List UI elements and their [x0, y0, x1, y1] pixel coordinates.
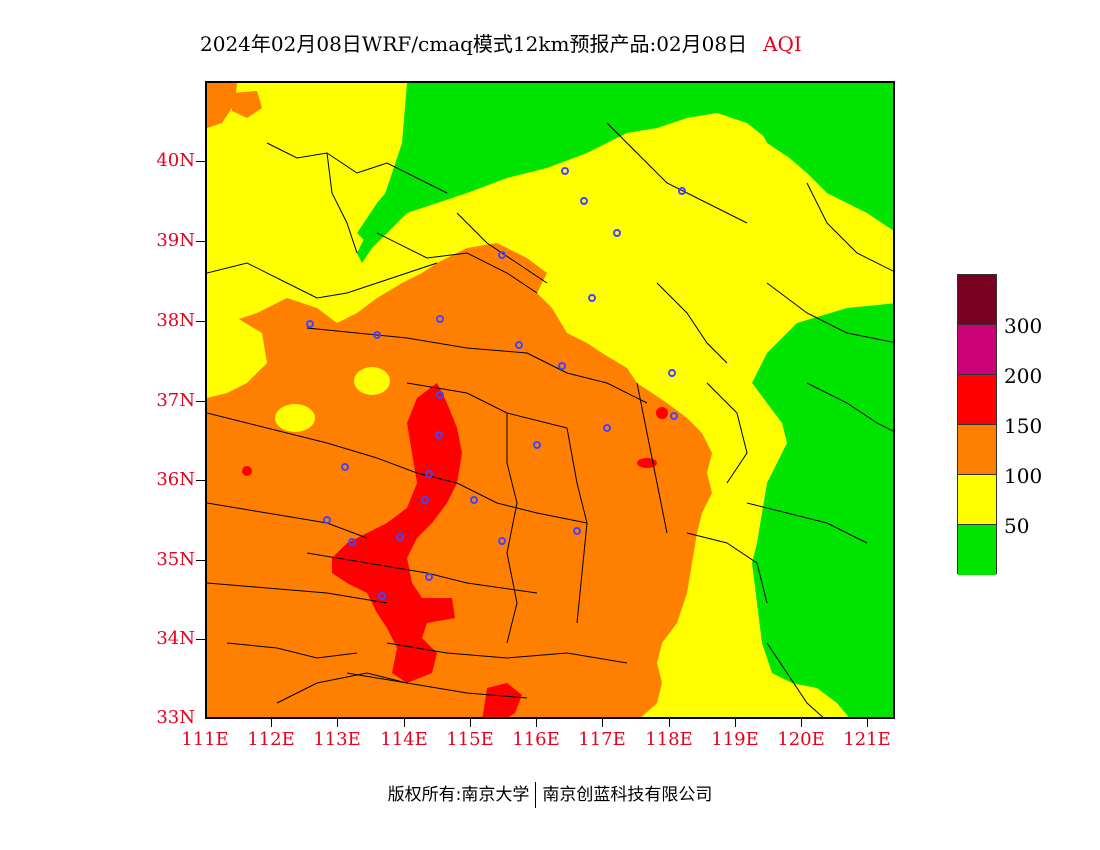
lon-tick	[867, 719, 868, 727]
lon-label-121: 121E	[843, 729, 891, 750]
title-text: 2024年02月08日WRF/cmaq模式12km预报产品:02月08日	[200, 32, 748, 56]
lat-label-40: 40N	[156, 150, 195, 171]
map-title: 2024年02月08日WRF/cmaq模式12km预报产品:02月08日 AQI	[200, 28, 802, 58]
lon-label-111: 111E	[181, 729, 229, 750]
aqi-zone-orange-main	[207, 243, 712, 717]
lat-tick	[196, 241, 205, 242]
legend-label-150: 150	[1004, 414, 1043, 438]
city-markers	[306, 167, 686, 600]
lon-tick	[735, 719, 736, 727]
aqi-zone-red-south	[482, 683, 522, 717]
aqi-map-canvas	[207, 83, 893, 717]
legend-label-100: 100	[1004, 464, 1043, 488]
legend-label-200: 200	[1004, 364, 1043, 388]
aqi-zone-red-spot	[242, 466, 252, 476]
lat-label-38: 38N	[156, 310, 195, 331]
lon-label-120: 120E	[777, 729, 825, 750]
lon-label-119: 119E	[711, 729, 759, 750]
lon-label-114: 114E	[380, 729, 428, 750]
lon-tick	[536, 719, 537, 727]
aqi-zone-green-east	[752, 303, 893, 717]
lon-label-118: 118E	[645, 729, 693, 750]
title-variable: AQI	[763, 32, 802, 56]
lat-tick	[196, 321, 205, 322]
lat-tick	[196, 480, 205, 481]
aqi-zone-orange-west	[207, 83, 237, 128]
legend-label-50: 50	[1004, 514, 1030, 538]
lat-tick	[196, 401, 205, 402]
aqi-zone-green-ne	[747, 83, 893, 231]
lon-label-113: 113E	[313, 729, 361, 750]
legend-swatch-moderate	[958, 475, 996, 525]
copyright-right: 南京创蓝科技有限公司	[542, 785, 713, 805]
aqi-zone-red-spot	[656, 407, 668, 419]
lon-tick	[271, 719, 272, 727]
lon-label-115: 115E	[446, 729, 494, 750]
lon-tick	[602, 719, 603, 727]
footer-divider	[535, 782, 537, 808]
lon-label-112: 112E	[247, 729, 295, 750]
lat-label-34: 34N	[156, 628, 195, 649]
copyright-footer: 版权所有:南京大学 南京创蓝科技有限公司	[0, 780, 1100, 808]
aqi-map	[205, 81, 895, 719]
lat-tick	[196, 560, 205, 561]
lon-tick	[801, 719, 802, 727]
aqi-zone-yellow-west	[207, 303, 267, 398]
legend-label-300: 300	[1004, 314, 1043, 338]
lat-label-35: 35N	[156, 549, 195, 570]
lat-label-37: 37N	[156, 390, 195, 411]
lon-tick	[337, 719, 338, 727]
aqi-zone-orange-ne-spot	[232, 91, 262, 118]
aqi-zone-yellow-hole	[354, 367, 390, 395]
lat-tick	[196, 639, 205, 640]
lat-label-39: 39N	[156, 230, 195, 251]
aqi-legend	[957, 274, 997, 575]
legend-swatch-sensitive	[958, 425, 996, 475]
lon-label-117: 117E	[578, 729, 626, 750]
lon-tick	[669, 719, 670, 727]
aqi-zone-green-strip	[357, 83, 507, 243]
lat-label-36: 36N	[156, 469, 195, 490]
legend-swatch-unhealthy	[958, 375, 996, 425]
aqi-zone-red-main	[332, 383, 462, 683]
aqi-zone-yellow-hole	[275, 404, 315, 432]
legend-swatch-hazardous	[958, 275, 996, 325]
lat-label-33: 33N	[156, 707, 195, 728]
copyright-left: 版权所有:南京大学	[387, 785, 530, 805]
legend-swatch-good	[958, 525, 996, 575]
lon-tick	[470, 719, 471, 727]
lon-tick	[404, 719, 405, 727]
lat-tick	[196, 161, 205, 162]
legend-swatch-very-unhealthy	[958, 325, 996, 375]
lon-label-116: 116E	[512, 729, 560, 750]
